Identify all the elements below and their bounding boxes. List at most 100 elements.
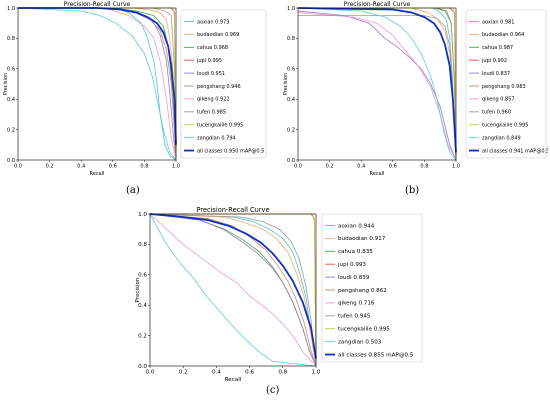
- y-tick-label: 0.2: [7, 127, 15, 133]
- y-axis-label: Precision: [283, 73, 289, 95]
- x-axis-label: Recall: [370, 171, 385, 177]
- y-tick-label: 0.2: [287, 127, 295, 133]
- y-tick-label: 0.6: [138, 273, 147, 279]
- panel-label-a: (a): [126, 185, 140, 196]
- axes-frame: [17, 7, 177, 161]
- legend-box: [465, 9, 547, 159]
- legend-entry: all classes 0.855 mAP@0.5: [338, 352, 414, 358]
- x-tick-label: 0.8: [420, 164, 428, 170]
- x-tick-label: 0.4: [357, 164, 365, 170]
- y-axis-label: Precision: [135, 277, 141, 302]
- y-axis-label: Precision: [3, 73, 9, 95]
- legend-entry: budaodian 0.969: [197, 32, 239, 38]
- y-tick-label: 1.0: [287, 6, 295, 12]
- x-tick-label: 0.0: [14, 164, 22, 170]
- legend-entry: cahua 0.835: [338, 249, 373, 255]
- x-tick-label: 0.4: [212, 370, 221, 376]
- legend-box: [180, 9, 267, 159]
- plot-area: [298, 8, 456, 160]
- legend-entry: cahua 0.968: [197, 45, 228, 51]
- chart-title: Precision-Recall Curve: [64, 1, 131, 8]
- y-tick-label: 0.4: [287, 97, 295, 103]
- legend-entry: cahua 0.987: [482, 45, 513, 51]
- legend-entry: qikeng 0.716: [338, 301, 375, 307]
- series-line-6: [18, 7, 177, 161]
- legend-entry: tucengkaiile 0.995: [482, 123, 528, 129]
- series-line-10: [18, 7, 177, 145]
- x-tick-label: 0.4: [77, 164, 85, 170]
- series-line-5: [149, 213, 317, 367]
- legend-entry: pengshang 0.862: [338, 288, 387, 294]
- legend-entry: pengshang 0.946: [197, 84, 241, 90]
- x-tick-label: 0.6: [245, 370, 254, 376]
- plot-area: [18, 8, 176, 160]
- y-tick-label: 0.8: [287, 36, 295, 42]
- legend-entry: tufen 0.985: [197, 110, 226, 116]
- pr-chart-b: 0.0 0.2 0.4 0.6 0.8 1.0 0.0 0.2 0.4 0.6 0.8 1.0 Prec…: [283, 1, 548, 177]
- legend-entry: zangdian 0.794: [197, 135, 236, 141]
- x-axis-label: Recall: [90, 171, 105, 177]
- legend-entry: qikeng 0.857: [482, 97, 515, 103]
- x-tick-label: 1.0: [452, 164, 460, 170]
- legend-entry: zangdian 0.849: [482, 135, 521, 141]
- pr-chart-c: 0.0 0.2 0.4 0.6 0.8 1.0 0.0 0.2 0.4 0.6 0.8 1.0 Prec…: [135, 206, 423, 382]
- panel-label-b: (b): [405, 185, 420, 196]
- series-line-7: [149, 213, 317, 367]
- x-tick-label: 1.0: [172, 164, 180, 170]
- series-line-9: [17, 7, 177, 161]
- y-tick-label: 0.0: [138, 364, 147, 370]
- y-tick-label: 1.0: [7, 6, 15, 12]
- panel-label-c: (c): [266, 385, 280, 396]
- x-tick-label: 0.6: [109, 164, 117, 170]
- x-tick-label: 0.8: [278, 370, 287, 376]
- legend-entry: aoxian 0.944: [338, 223, 375, 229]
- legend-box: [321, 213, 423, 363]
- axes-frame: [297, 7, 457, 161]
- y-tick-label: 0.4: [7, 97, 15, 103]
- y-tick-label: 0.4: [138, 303, 147, 309]
- x-tick-label: 0.8: [140, 164, 148, 170]
- legend-entry: jupi 0.995: [196, 58, 222, 64]
- y-tick-label: 0.0: [287, 158, 295, 164]
- y-tick-label: 0.6: [287, 67, 295, 73]
- legend-entry: all classes 0.941 mAP@0.5: [482, 148, 548, 154]
- series-line-10: [297, 7, 457, 153]
- legend-entry: tufen 0.960: [482, 110, 511, 116]
- legend-entry: loudi 0.839: [338, 275, 370, 281]
- y-tick-label: 0.8: [7, 36, 15, 42]
- series-line-4: [149, 213, 317, 367]
- x-tick-label: 0.2: [326, 164, 334, 170]
- legend-entry: tufen 0.945: [338, 314, 371, 320]
- legend-entry: jupi 0.992: [481, 58, 507, 64]
- legend-entry: aoxian 0.981: [482, 19, 514, 25]
- pr-chart-a: 0.0 0.2 0.4 0.6 0.8 1.0 0.0 0.2 0.4 0.6 0.8 1.0 Prec…: [3, 1, 267, 177]
- legend-entry: budaodian 0.964: [482, 32, 524, 38]
- legend-entry: loudi 0.837: [482, 71, 510, 77]
- series-line-9: [297, 7, 457, 161]
- series-line-4: [297, 10, 457, 161]
- legend-entry: aoxian 0.973: [197, 19, 229, 25]
- series-line-0: [149, 213, 317, 367]
- x-tick-label: 0.6: [389, 164, 397, 170]
- series-line-10: [149, 213, 317, 359]
- legend-entry: all classes 0.950 mAP@0.5: [197, 148, 264, 154]
- legend-entry: qikeng 0.922: [197, 97, 230, 103]
- x-tick-label: 0.0: [294, 164, 302, 170]
- y-tick-label: 0.8: [138, 242, 147, 248]
- chart-title: Precision-Recall Curve: [344, 1, 411, 8]
- y-tick-label: 0.0: [7, 158, 15, 164]
- x-tick-label: 0.2: [46, 164, 54, 170]
- legend-entry: budaodian 0.917: [338, 236, 386, 242]
- y-tick-label: 0.6: [7, 67, 15, 73]
- x-axis-label: Recall: [225, 377, 242, 382]
- axes-frame: [149, 213, 317, 367]
- x-tick-label: 0.2: [179, 370, 188, 376]
- legend-entry: zangdian 0.503: [338, 339, 382, 345]
- legend-entry: loudi 0.951: [197, 71, 225, 77]
- series-line-6: [149, 213, 317, 367]
- series-line-9: [149, 213, 317, 367]
- y-tick-label: 0.2: [138, 333, 147, 339]
- x-tick-label: 0.0: [146, 370, 155, 376]
- x-tick-label: 1.0: [312, 370, 321, 376]
